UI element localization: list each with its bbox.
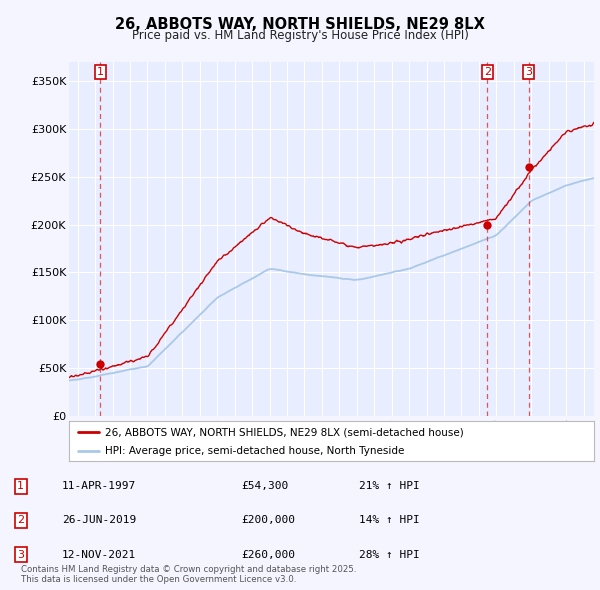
- Text: £54,300: £54,300: [241, 481, 289, 491]
- Text: Price paid vs. HM Land Registry's House Price Index (HPI): Price paid vs. HM Land Registry's House …: [131, 30, 469, 42]
- Text: 2: 2: [484, 67, 491, 77]
- Text: 26-JUN-2019: 26-JUN-2019: [62, 516, 136, 525]
- Text: 1: 1: [17, 481, 24, 491]
- Text: 26, ABBOTS WAY, NORTH SHIELDS, NE29 8LX (semi-detached house): 26, ABBOTS WAY, NORTH SHIELDS, NE29 8LX …: [105, 427, 463, 437]
- Text: £260,000: £260,000: [241, 550, 295, 559]
- Text: £200,000: £200,000: [241, 516, 295, 525]
- Text: Contains HM Land Registry data © Crown copyright and database right 2025.
This d: Contains HM Land Registry data © Crown c…: [21, 565, 356, 584]
- Text: 26, ABBOTS WAY, NORTH SHIELDS, NE29 8LX: 26, ABBOTS WAY, NORTH SHIELDS, NE29 8LX: [115, 17, 485, 31]
- Text: 21% ↑ HPI: 21% ↑ HPI: [359, 481, 419, 491]
- Text: 14% ↑ HPI: 14% ↑ HPI: [359, 516, 419, 525]
- Text: 11-APR-1997: 11-APR-1997: [62, 481, 136, 491]
- Text: 3: 3: [526, 67, 532, 77]
- Text: 1: 1: [97, 67, 104, 77]
- Text: 12-NOV-2021: 12-NOV-2021: [62, 550, 136, 559]
- Text: HPI: Average price, semi-detached house, North Tyneside: HPI: Average price, semi-detached house,…: [105, 445, 404, 455]
- Text: 28% ↑ HPI: 28% ↑ HPI: [359, 550, 419, 559]
- Text: 2: 2: [17, 516, 24, 525]
- Text: 3: 3: [17, 550, 24, 559]
